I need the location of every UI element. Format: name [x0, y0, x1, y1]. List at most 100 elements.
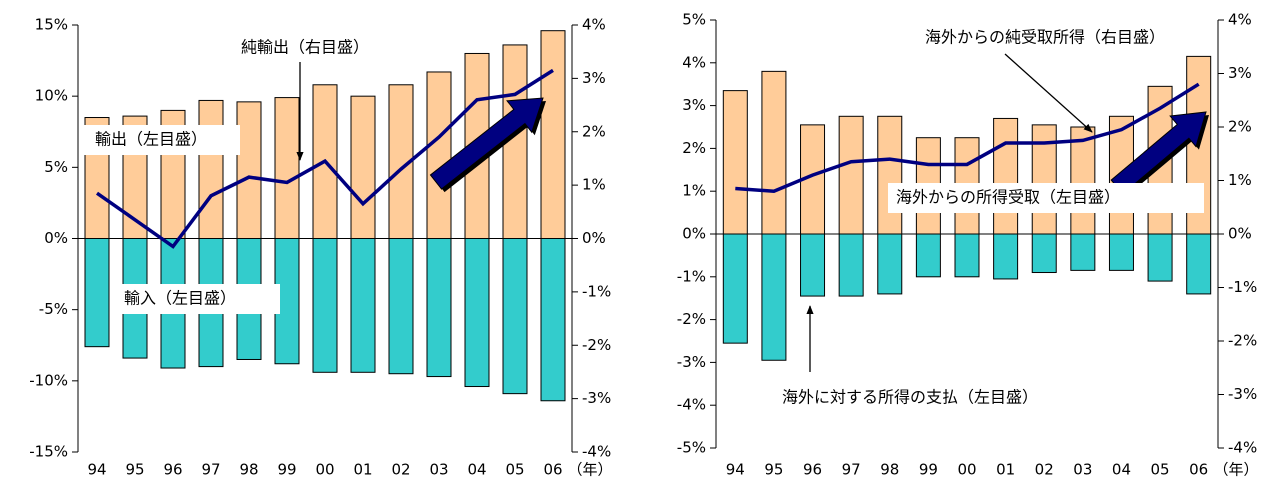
y-tick-label: -3% [677, 353, 706, 371]
y-tick-label: -5% [39, 300, 68, 318]
x-tick-label: 97 [201, 461, 220, 479]
series-label: 海外に対する所得の支払（左目盛） [782, 388, 1038, 407]
x-tick-label: 94 [726, 461, 745, 479]
x-tick-label: 00 [957, 461, 976, 479]
bar [838, 233, 864, 297]
x-tick-label: 96 [163, 461, 182, 479]
x-tick-label: 99 [919, 461, 938, 479]
y-tick-label: -2% [677, 310, 706, 328]
bar [1070, 126, 1096, 235]
x-tick-label: 98 [239, 461, 258, 479]
x-tick-label: 01 [996, 461, 1015, 479]
bar [1031, 233, 1057, 274]
bar [877, 233, 903, 295]
y-tick-label: -4% [677, 396, 706, 414]
bar [1070, 233, 1096, 271]
y2-tick-label: 2% [1228, 118, 1252, 136]
x-tick-label: 96 [803, 461, 822, 479]
bar [426, 238, 452, 378]
bar [350, 238, 376, 373]
label-box [888, 183, 1204, 213]
bar [198, 99, 224, 240]
bar [426, 71, 452, 239]
y-tick-label: 4% [682, 53, 706, 71]
bar [761, 233, 787, 361]
y2-tick-label: 2% [582, 122, 606, 140]
y2-tick-label: 4% [582, 16, 606, 34]
label-box [112, 284, 280, 314]
bar [722, 90, 748, 235]
y2-tick-label: 1% [1228, 171, 1252, 189]
bar [993, 117, 1019, 235]
line-series [735, 82, 1200, 193]
y-tick-label: 0% [44, 229, 68, 247]
bar [350, 95, 376, 239]
y-tick-label: 2% [682, 139, 706, 157]
y-tick-label: 0% [682, 225, 706, 243]
x-tick-label: 95 [125, 461, 144, 479]
bar [312, 238, 338, 373]
label-box [80, 125, 240, 155]
bar [993, 233, 1019, 280]
bar [540, 30, 566, 240]
trend-arrow [1110, 111, 1207, 195]
series-label: 輸入（左目盛） [124, 289, 236, 308]
y2-tick-label: -3% [582, 389, 611, 407]
bar [388, 238, 414, 375]
bar [464, 238, 490, 388]
x-tick-label: 94 [87, 461, 106, 479]
x-tick-label: 05 [505, 461, 524, 479]
y2-tick-label: -4% [1228, 439, 1257, 457]
x-tick-label: 03 [1073, 461, 1092, 479]
x-tick-label: 02 [391, 461, 410, 479]
y2-tick-label: 3% [582, 69, 606, 87]
y-tick-label: 3% [682, 96, 706, 114]
series-label: 海外からの純受取所得（右目盛） [925, 28, 1165, 47]
y-tick-label: -5% [677, 439, 706, 457]
bar [954, 233, 980, 278]
x-tick-label: 01 [353, 461, 372, 479]
x-tick-label: 04 [467, 461, 486, 479]
bar [915, 233, 941, 278]
y-tick-label: -15% [29, 443, 68, 461]
x-tick-label: 02 [1035, 461, 1054, 479]
y-tick-label: -1% [677, 267, 706, 285]
bar [540, 238, 566, 402]
y2-tick-label: 0% [1228, 225, 1252, 243]
series-label: 純輸出（右目盛） [241, 38, 369, 57]
series-label: 海外からの所得受取（左目盛） [896, 188, 1120, 207]
x-tick-label: 06 [1189, 461, 1208, 479]
x-tick-label: 00 [315, 461, 334, 479]
x-tick-label: 05 [1151, 461, 1170, 479]
bar [1186, 233, 1212, 295]
bar [84, 238, 110, 348]
y2-tick-label: -2% [1228, 332, 1257, 350]
y-tick-label: 10% [35, 87, 68, 105]
y-tick-label: 5% [44, 158, 68, 176]
bar [1147, 233, 1173, 282]
trend-arrow [429, 97, 544, 190]
x-tick-label: 98 [880, 461, 899, 479]
bar [1108, 233, 1134, 271]
bar [502, 238, 528, 395]
x-tick-label: 04 [1112, 461, 1131, 479]
x-axis-label: （年） [567, 461, 612, 479]
bar [877, 115, 903, 235]
x-tick-label: 97 [842, 461, 861, 479]
y-tick-label: 1% [682, 182, 706, 200]
x-axis-label: （年） [1213, 461, 1258, 479]
series-label: 輸出（左目盛） [95, 130, 207, 149]
y-tick-label: -10% [29, 371, 68, 389]
y2-tick-label: -3% [1228, 385, 1257, 403]
y-tick-label: 15% [35, 16, 68, 34]
x-tick-label: 99 [277, 461, 296, 479]
bar [761, 70, 787, 235]
y2-tick-label: 3% [1228, 64, 1252, 82]
bar [722, 233, 748, 344]
y2-tick-label: 0% [582, 229, 606, 247]
y-tick-label: 5% [682, 11, 706, 29]
x-tick-label: 03 [429, 461, 448, 479]
line-series [95, 68, 554, 249]
bar [838, 115, 864, 235]
